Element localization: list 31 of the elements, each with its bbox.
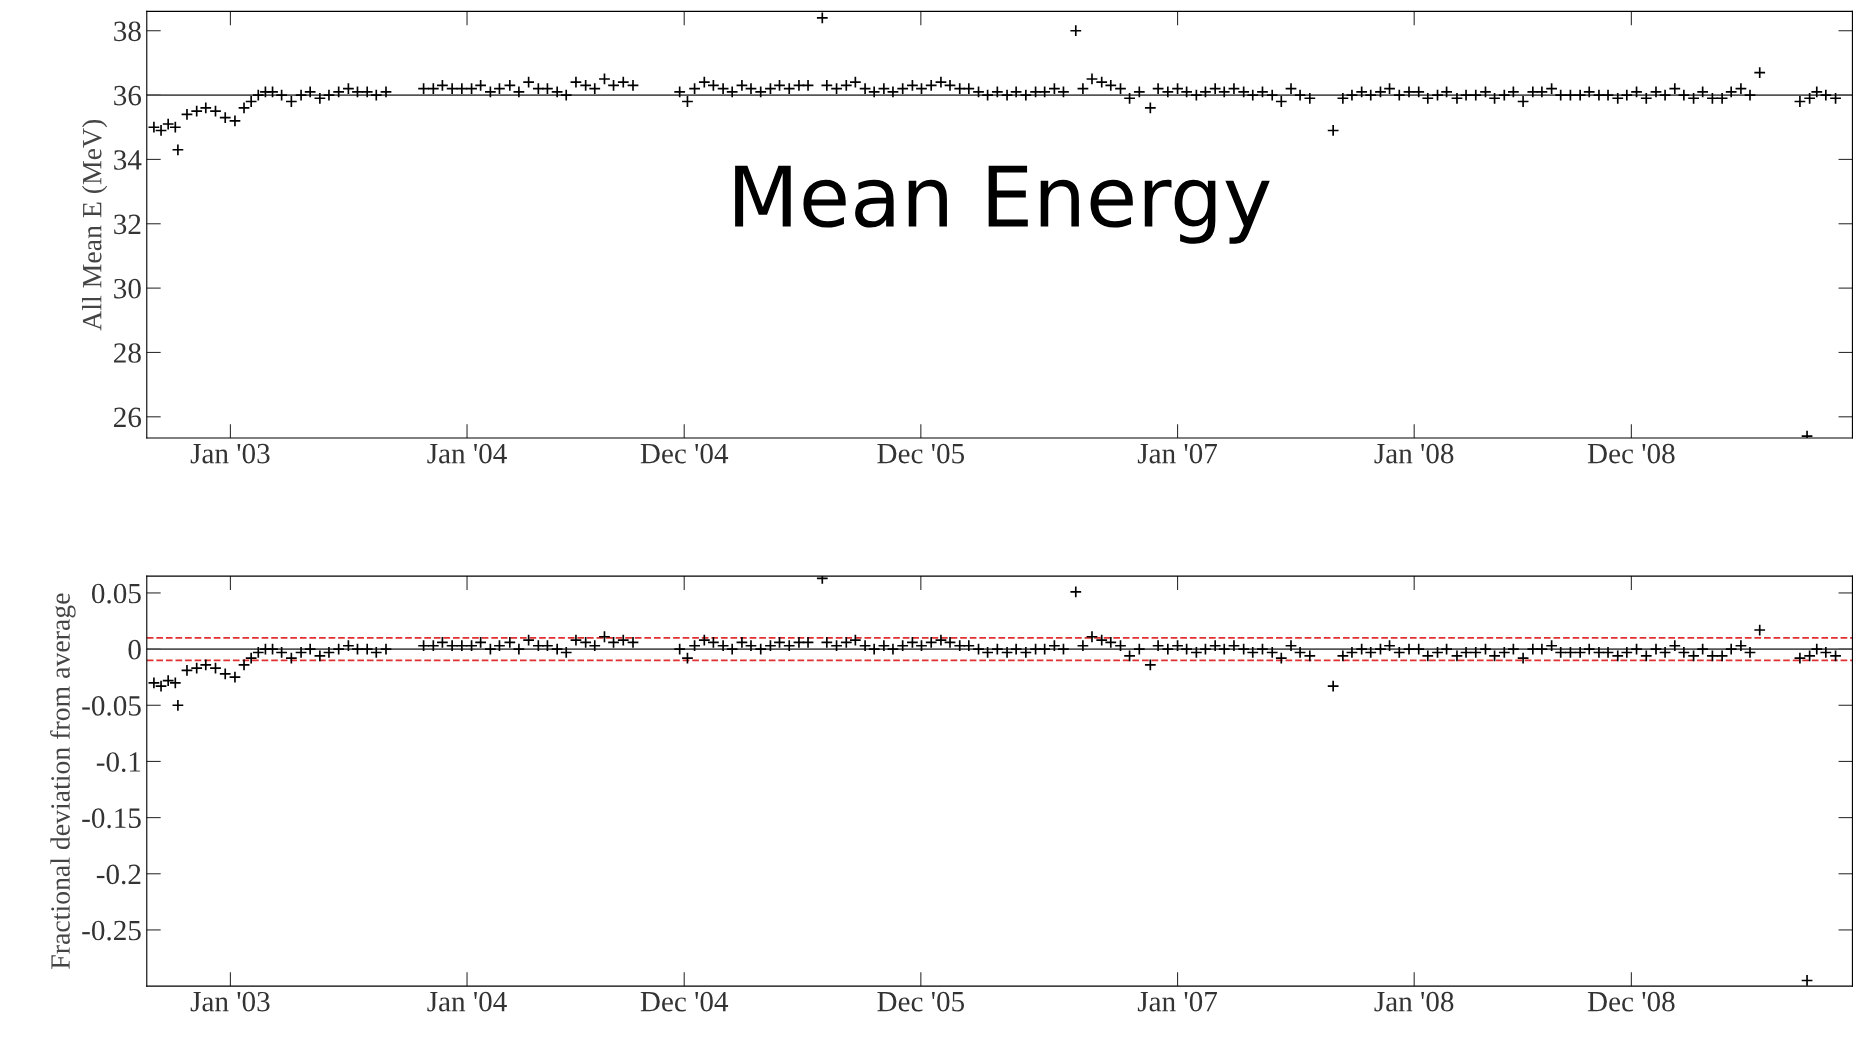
y-tick-label: 30	[114, 278, 141, 299]
y-axis-title: Fractional deviation from average	[50, 593, 76, 969]
x-tick-label: Jan '08	[1374, 443, 1454, 464]
x-tick-label: Jan '07	[1137, 991, 1218, 1012]
x-tick-label: Dec '04	[640, 443, 729, 464]
y-tick-label: -0.15	[82, 808, 141, 829]
y-tick-label: 38	[114, 21, 141, 42]
y-tick-label: 26	[114, 407, 142, 428]
y-tick-label: 0	[128, 639, 141, 660]
y-tick-label: -0.2	[96, 864, 141, 885]
y-tick-label: 0.05	[91, 583, 141, 604]
y-tick-label: 28	[114, 343, 141, 363]
x-tick-label: Dec '08	[1587, 443, 1675, 464]
x-tick-label: Jan '03	[190, 991, 270, 1012]
x-tick-label: Dec '05	[877, 443, 965, 464]
x-tick-label: Dec '08	[1587, 991, 1675, 1012]
y-tick-label: 36	[114, 85, 142, 106]
y-tick-label: -0.1	[96, 752, 141, 772]
y-tick-label: 34	[114, 150, 142, 170]
x-tick-label: Jan '04	[427, 443, 507, 464]
y-tick-label: -0.05	[82, 695, 141, 716]
x-tick-label: Dec '05	[877, 991, 965, 1012]
x-tick-label: Jan '03	[190, 443, 270, 464]
x-tick-label: Jan '08	[1374, 991, 1454, 1012]
x-tick-label: Jan '04	[427, 991, 507, 1012]
y-tick-label: -0.25	[82, 920, 141, 941]
x-tick-label: Jan '07	[1137, 443, 1218, 464]
annotation: Mean Energy	[735, 165, 1270, 244]
y-axis-title: All Mean E (MeV)	[82, 119, 108, 331]
y-tick-label: 32	[114, 214, 141, 235]
x-tick-label: Dec '04	[640, 991, 729, 1012]
